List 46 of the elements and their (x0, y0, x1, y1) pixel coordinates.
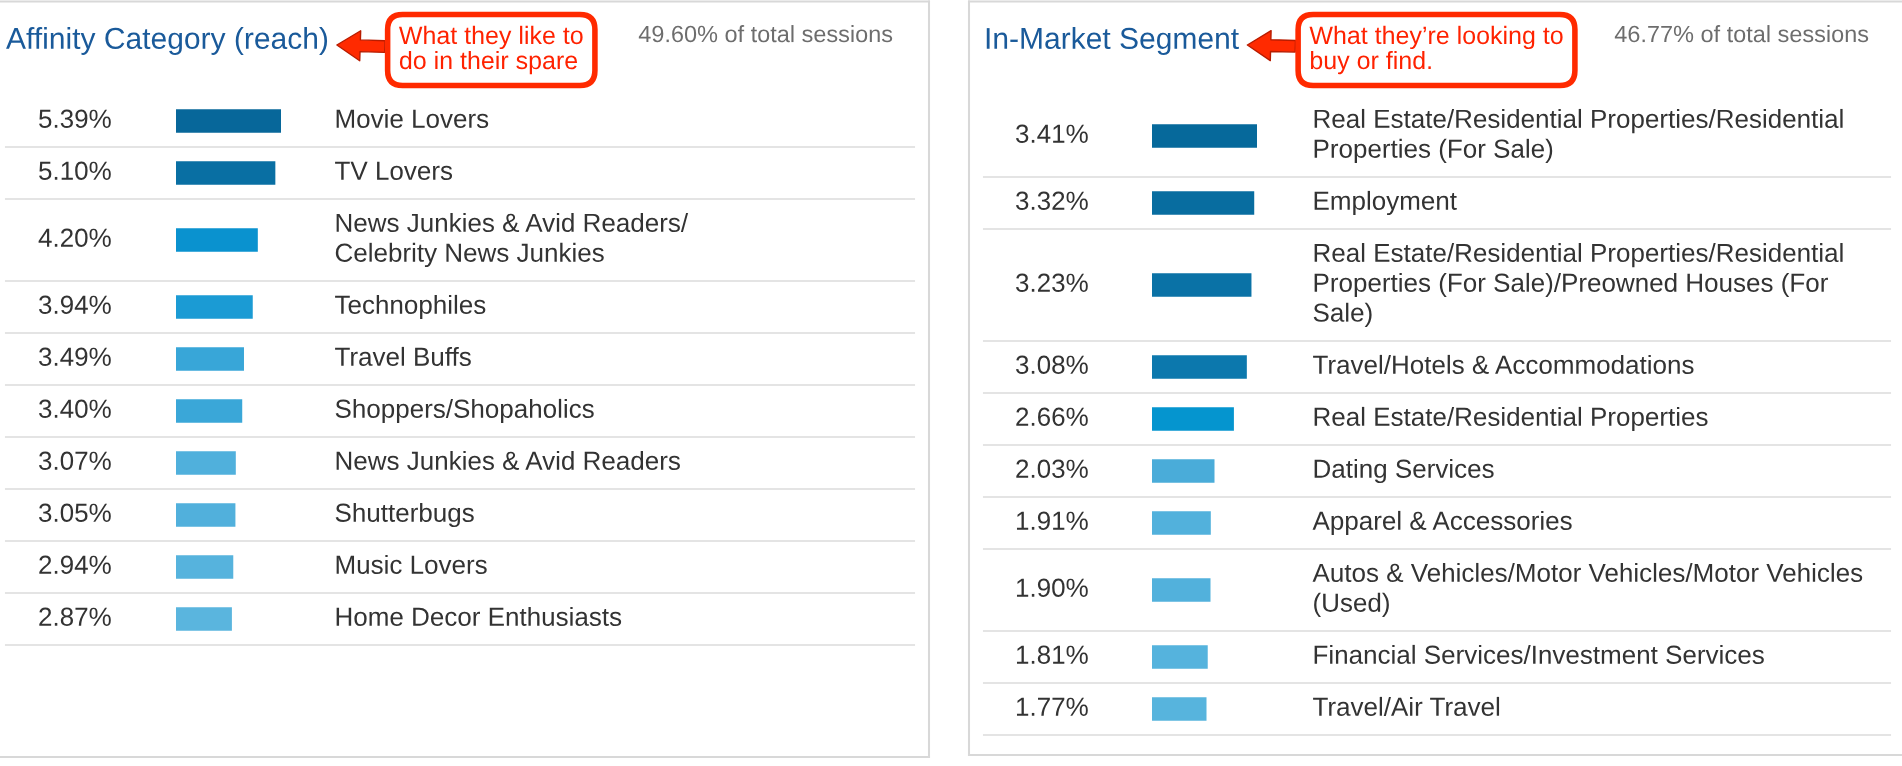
y-tick-label: Real Estate/Residential Properties/Residential Properties (For Sale)/Preowned Houses (For Sale) (1313, 242, 1843, 327)
chart-title: In-Market Segment (986, 27, 1239, 55)
data-label: 3.49% (38, 347, 111, 366)
data-label: 3.05% (38, 503, 111, 522)
y-tick-label: Movie Lovers (336, 108, 489, 128)
y-tick-label: News Junkies & Avid Readers (336, 450, 680, 470)
data-label: 2.87% (39, 607, 111, 626)
y-tick-label: Autos & Vehicles/Motor Vehicles/Motor Vehicles (Used) (1312, 562, 1863, 618)
data-label: 1.81% (1016, 645, 1088, 664)
y-tick-label: Music Lovers (336, 554, 487, 574)
data-label: 2.03% (1016, 459, 1088, 478)
y-tick-label: Real Estate/Residential Properties (1314, 406, 1708, 432)
data-label: 3.41% (1015, 124, 1088, 143)
data-label: 3.08% (1015, 355, 1088, 374)
data-label: 2.66% (1016, 407, 1088, 426)
text: What they like to do in their spare (398, 25, 583, 75)
data-label: 1.77% (1016, 697, 1088, 716)
data-label: 2.94% (39, 555, 111, 574)
y-tick-label: Travel/Hotels & Accommodations (1313, 354, 1694, 374)
data-label: 3.23% (1015, 273, 1088, 292)
chart-title: Affinity Category (reach) (6, 27, 328, 55)
y-tick-label: Apparel & Accessories (1312, 510, 1572, 536)
y-tick-label: Real Estate/Residential Properties/Residential Properties (For Sale) (1314, 108, 1843, 164)
data-label: 3.07% (38, 451, 111, 470)
data-label: 5.39% (39, 109, 111, 128)
y-tick-label: Shutterbugs (335, 502, 474, 528)
text: What they’re looking to buy or find. (1309, 25, 1563, 75)
y-tick-label: Travel Buffs (335, 346, 471, 366)
y-tick-label: Shoppers/Shopaholics (335, 398, 594, 424)
data-label: 3.40% (38, 399, 111, 418)
data-label: 5.10% (39, 161, 111, 180)
y-tick-label: Travel/Air Travel (1313, 696, 1500, 716)
y-tick-label: TV Lovers (335, 161, 453, 180)
y-tick-label: Dating Services (1314, 458, 1494, 484)
y-tick-label: Technophiles (335, 294, 486, 320)
data-label: 1.91% (1016, 511, 1088, 530)
data-label: 4.20% (38, 228, 111, 247)
y-tick-label: Financial Services/Investment Services (1314, 644, 1764, 664)
data-label: 3.32% (1015, 191, 1088, 210)
y-tick-label: Employment (1314, 190, 1457, 216)
text: 49.60% of total sessions (638, 25, 893, 43)
data-label: 1.90% (1016, 578, 1088, 597)
y-tick-label: News Junkies & Avid Readers/Celebrity News Junkies (335, 212, 689, 268)
text: 46.77% of total sessions (1614, 25, 1869, 43)
data-label: 3.94% (38, 295, 111, 314)
y-tick-label: Home Decor Enthusiasts (336, 606, 622, 626)
